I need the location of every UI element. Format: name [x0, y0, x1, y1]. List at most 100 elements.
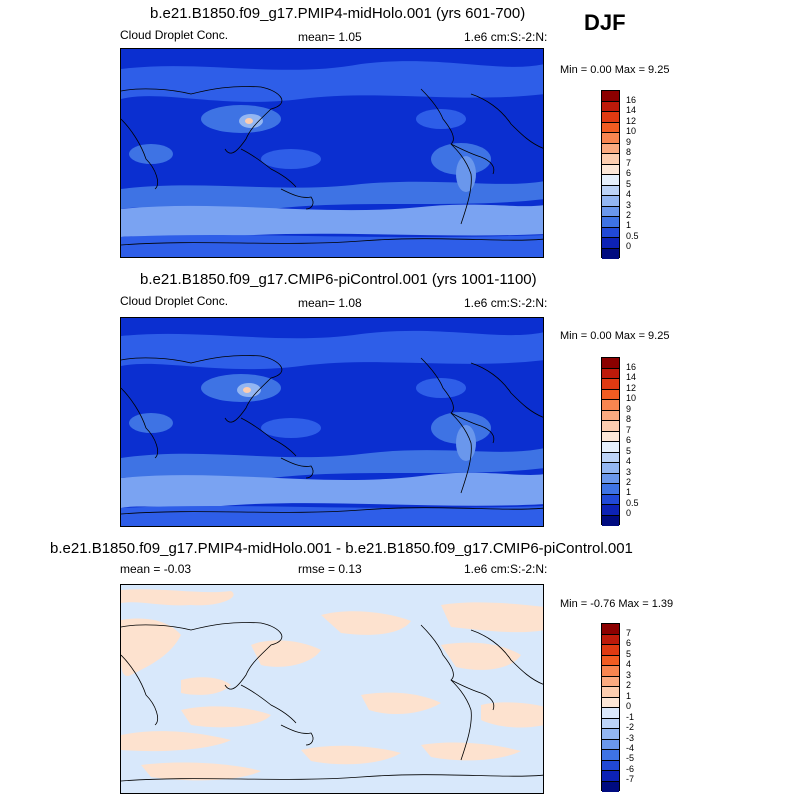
colorbar-tick-label: 10 — [626, 393, 637, 404]
colorbar-tick-label: 9 — [626, 136, 632, 147]
colorbar-swatch — [602, 771, 619, 782]
colorbar-tick-label: 7 — [626, 157, 632, 168]
colorbar-swatch — [602, 442, 619, 453]
colorbar-tick-label: 7 — [626, 628, 632, 638]
colorbar-tick-label: 2 — [626, 476, 632, 487]
panel3-minmax: Min = -0.76 Max = 1.39 — [560, 598, 674, 610]
colorbar-swatch — [602, 666, 619, 677]
colorbar-tick-label: 5 — [626, 648, 632, 659]
colorbar-tick-label: 5 — [626, 178, 632, 189]
colorbar-swatch — [602, 154, 619, 165]
colorbar-swatch — [602, 112, 619, 123]
panel2-map — [120, 317, 544, 527]
colorbar-tick-label: 14 — [626, 105, 637, 116]
panel1-units: 1.e6 cm:S:-2:N: — [464, 30, 548, 44]
colorbar-tick-label: 7 — [626, 424, 632, 435]
panel1-colorbar — [601, 90, 620, 259]
colorbar-swatch — [602, 400, 619, 411]
colorbar-tick-label: -1 — [626, 711, 635, 722]
colorbar-swatch — [602, 196, 619, 207]
colorbar-swatch — [602, 206, 619, 217]
colorbar-tick-label: -6 — [626, 763, 635, 774]
colorbar-tick-label: 0 — [626, 508, 632, 519]
colorbar-swatch — [602, 175, 619, 186]
colorbar-swatch — [602, 358, 619, 369]
colorbar-tick-label: 1 — [626, 690, 632, 701]
panel3-colorbar — [601, 623, 620, 792]
colorbar-tick-label: 2 — [626, 209, 632, 220]
panel2-mean: mean= 1.08 — [298, 296, 362, 310]
colorbar-tick-label: 4 — [626, 456, 632, 467]
colorbar-tick-label: 6 — [626, 435, 632, 446]
colorbar-swatch — [602, 238, 619, 249]
colorbar-tick-label: 0 — [626, 701, 632, 712]
panel3-map — [120, 584, 544, 794]
colorbar-swatch — [602, 718, 619, 729]
panel1-colorbar-labels: 16 14 12 10 9 8 7 6 5 4 3 2 1 0.5 0 — [626, 95, 639, 252]
colorbar-tick-label: 6 — [626, 168, 632, 179]
colorbar-swatch — [602, 624, 619, 635]
colorbar-swatch — [602, 389, 619, 400]
colorbar-tick-label: 8 — [626, 147, 632, 158]
colorbar-swatch — [602, 739, 619, 750]
panel1-minmax: Min = 0.00 Max = 9.25 — [560, 64, 670, 76]
colorbar-tick-label: 0 — [626, 241, 632, 252]
panel3-map-svg — [121, 585, 543, 793]
panel3-title: b.e21.B1850.f09_g17.PMIP4-midHolo.001 - … — [50, 540, 633, 557]
colorbar-swatch — [602, 687, 619, 698]
panel3-colorbar-labels: 7 6 5 4 3 2 1 0 -1 -2 -3 -4 -5 -6 -7 — [626, 628, 634, 785]
colorbar-swatch — [602, 494, 619, 505]
colorbar-swatch — [602, 634, 619, 645]
colorbar-swatch — [602, 484, 619, 495]
colorbar-tick-label: -2 — [626, 722, 635, 733]
colorbar-tick-label: 16 — [626, 95, 637, 105]
colorbar-swatch — [602, 750, 619, 761]
colorbar-tick-label: 12 — [626, 115, 637, 126]
colorbar-swatch — [602, 217, 619, 228]
colorbar-tick-label: 0.5 — [626, 230, 639, 241]
panel2-colorbar-labels: 16 14 12 10 9 8 7 6 5 4 3 2 1 0.5 0 — [626, 362, 639, 519]
season-label: DJF — [584, 10, 626, 35]
colorbar-tick-label: 1 — [626, 487, 632, 498]
colorbar-swatch — [602, 164, 619, 175]
colorbar-tick-label: 5 — [626, 445, 632, 456]
colorbar-swatch — [602, 729, 619, 740]
panel2-minmax: Min = 0.00 Max = 9.25 — [560, 330, 670, 342]
colorbar-swatch — [602, 143, 619, 154]
colorbar-swatch — [602, 655, 619, 666]
colorbar-swatch — [602, 368, 619, 379]
panel3-rmse: rmse = 0.13 — [298, 562, 362, 576]
panel2-units: 1.e6 cm:S:-2:N: — [464, 296, 548, 310]
colorbar-tick-label: 4 — [626, 659, 632, 670]
panel1-map-svg — [121, 49, 543, 257]
colorbar-swatch — [602, 473, 619, 484]
colorbar-tick-label: -4 — [626, 742, 635, 753]
colorbar-tick-label: 0.5 — [626, 497, 639, 508]
colorbar-swatch — [602, 452, 619, 463]
colorbar-tick-label: 9 — [626, 403, 632, 414]
colorbar-swatch — [602, 697, 619, 708]
colorbar-swatch — [602, 185, 619, 196]
colorbar-swatch — [602, 676, 619, 687]
colorbar-swatch — [602, 515, 619, 526]
colorbar-swatch — [602, 708, 619, 719]
colorbar-swatch — [602, 122, 619, 133]
colorbar-swatch — [602, 645, 619, 656]
panel3-mean: mean = -0.03 — [120, 562, 192, 576]
panel3-units: 1.e6 cm:S:-2:N: — [464, 562, 548, 576]
panel2-variable-label: Cloud Droplet Conc. — [120, 294, 229, 308]
colorbar-tick-label: 16 — [626, 362, 637, 372]
panel1-variable-label: Cloud Droplet Conc. — [120, 28, 229, 42]
colorbar-swatch — [602, 410, 619, 421]
colorbar-swatch — [602, 463, 619, 474]
colorbar-swatch — [602, 101, 619, 112]
colorbar-swatch — [602, 760, 619, 771]
panel1-map — [120, 48, 544, 258]
colorbar-swatch — [602, 379, 619, 390]
panel2-colorbar — [601, 357, 620, 526]
colorbar-swatch — [602, 431, 619, 442]
colorbar-tick-label: -7 — [626, 774, 635, 785]
colorbar-tick-label: 12 — [626, 382, 637, 393]
colorbar-tick-label: 14 — [626, 372, 637, 383]
colorbar-tick-label: 10 — [626, 126, 637, 137]
